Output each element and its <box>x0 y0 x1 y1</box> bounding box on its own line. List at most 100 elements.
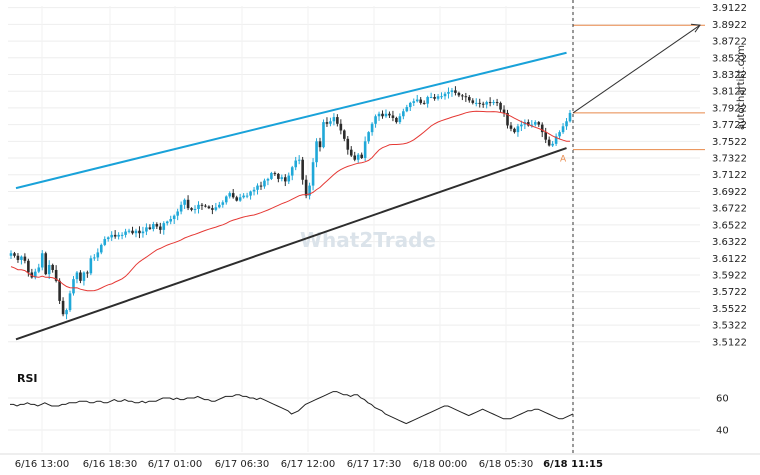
candle <box>304 179 308 196</box>
time-tick-label: 6/17 17:30 <box>347 459 401 470</box>
time-tick-label: 6/16 13:00 <box>15 459 69 470</box>
candle <box>51 264 54 270</box>
candle <box>190 208 193 210</box>
candle <box>294 160 298 168</box>
candle <box>287 175 291 182</box>
candle <box>339 123 343 131</box>
candle <box>513 128 516 133</box>
rsi-label: RSI <box>17 372 38 385</box>
candle <box>530 124 534 126</box>
candle <box>72 279 75 294</box>
candle <box>179 204 183 212</box>
candle <box>273 173 277 175</box>
candle <box>117 234 120 237</box>
candle <box>82 272 86 281</box>
candle <box>197 204 200 209</box>
candle <box>297 159 301 161</box>
candle <box>127 230 131 232</box>
price-tick-label: 3.7322 <box>712 154 747 165</box>
price-tick-label: 3.6922 <box>712 187 747 198</box>
candle <box>419 99 423 103</box>
candle <box>54 269 58 281</box>
support-trendline <box>15 147 567 341</box>
candle <box>308 185 311 196</box>
price-tick-label: 3.5522 <box>712 304 747 315</box>
candle <box>322 122 325 148</box>
candle <box>61 300 65 315</box>
candle <box>131 230 134 234</box>
candle <box>148 227 152 230</box>
candle <box>141 231 145 234</box>
price-tick-label: 3.5122 <box>712 337 747 348</box>
candle <box>93 257 96 259</box>
candle <box>152 224 155 230</box>
candle <box>485 102 488 105</box>
candle <box>40 253 44 268</box>
candle <box>13 253 16 256</box>
candle <box>447 92 450 94</box>
candle <box>200 204 204 206</box>
candle <box>492 102 495 104</box>
candle <box>113 234 117 237</box>
candle <box>422 102 426 104</box>
candle <box>356 154 360 160</box>
candle <box>474 102 478 104</box>
candle <box>488 102 492 104</box>
candle <box>464 96 468 98</box>
candle <box>384 113 388 117</box>
candle <box>311 162 315 186</box>
candle <box>23 256 27 261</box>
grid <box>8 6 700 452</box>
candle <box>412 101 416 103</box>
candle <box>30 272 34 278</box>
candle <box>235 197 238 201</box>
time-tick-label: 6/17 01:00 <box>148 459 202 470</box>
candle <box>478 102 482 104</box>
candle <box>44 253 48 275</box>
candle <box>58 280 61 301</box>
time-tick-label: 6/17 06:30 <box>215 459 269 470</box>
candle <box>16 255 20 260</box>
pattern-marker: A <box>560 155 567 165</box>
candle <box>89 258 93 274</box>
candle <box>499 102 502 110</box>
candle <box>270 173 273 179</box>
candle <box>547 139 551 146</box>
candle <box>436 96 440 99</box>
price-tick-label: 3.7122 <box>712 170 747 181</box>
candle <box>426 97 429 104</box>
candle <box>537 122 541 125</box>
candle <box>433 97 436 99</box>
price-tick-label: 3.7722 <box>712 120 747 131</box>
candle <box>454 90 457 93</box>
candle <box>155 224 159 227</box>
watermark: What2Trade <box>300 228 436 252</box>
candle <box>176 211 179 216</box>
candle <box>336 117 339 124</box>
candle <box>370 123 374 133</box>
price-tick-label: 3.6722 <box>712 204 747 215</box>
candle <box>402 111 405 117</box>
candle <box>37 267 41 272</box>
candle <box>377 113 381 117</box>
candle <box>99 244 103 253</box>
candle <box>415 99 419 102</box>
candle <box>106 237 110 240</box>
candle <box>363 141 367 159</box>
candle <box>398 116 402 123</box>
candle <box>329 121 332 124</box>
candle <box>381 113 384 117</box>
candle <box>280 177 284 179</box>
price-tick-label: 3.5722 <box>712 287 747 298</box>
candle <box>238 197 242 201</box>
candle <box>516 126 520 133</box>
candle <box>218 204 221 208</box>
candle <box>266 178 270 181</box>
candle <box>457 92 461 96</box>
candle <box>325 122 329 124</box>
price-tick-label: 3.8922 <box>712 20 747 31</box>
candle <box>440 96 443 98</box>
candle <box>429 97 433 99</box>
levels: A <box>560 23 705 165</box>
candle <box>343 130 346 139</box>
